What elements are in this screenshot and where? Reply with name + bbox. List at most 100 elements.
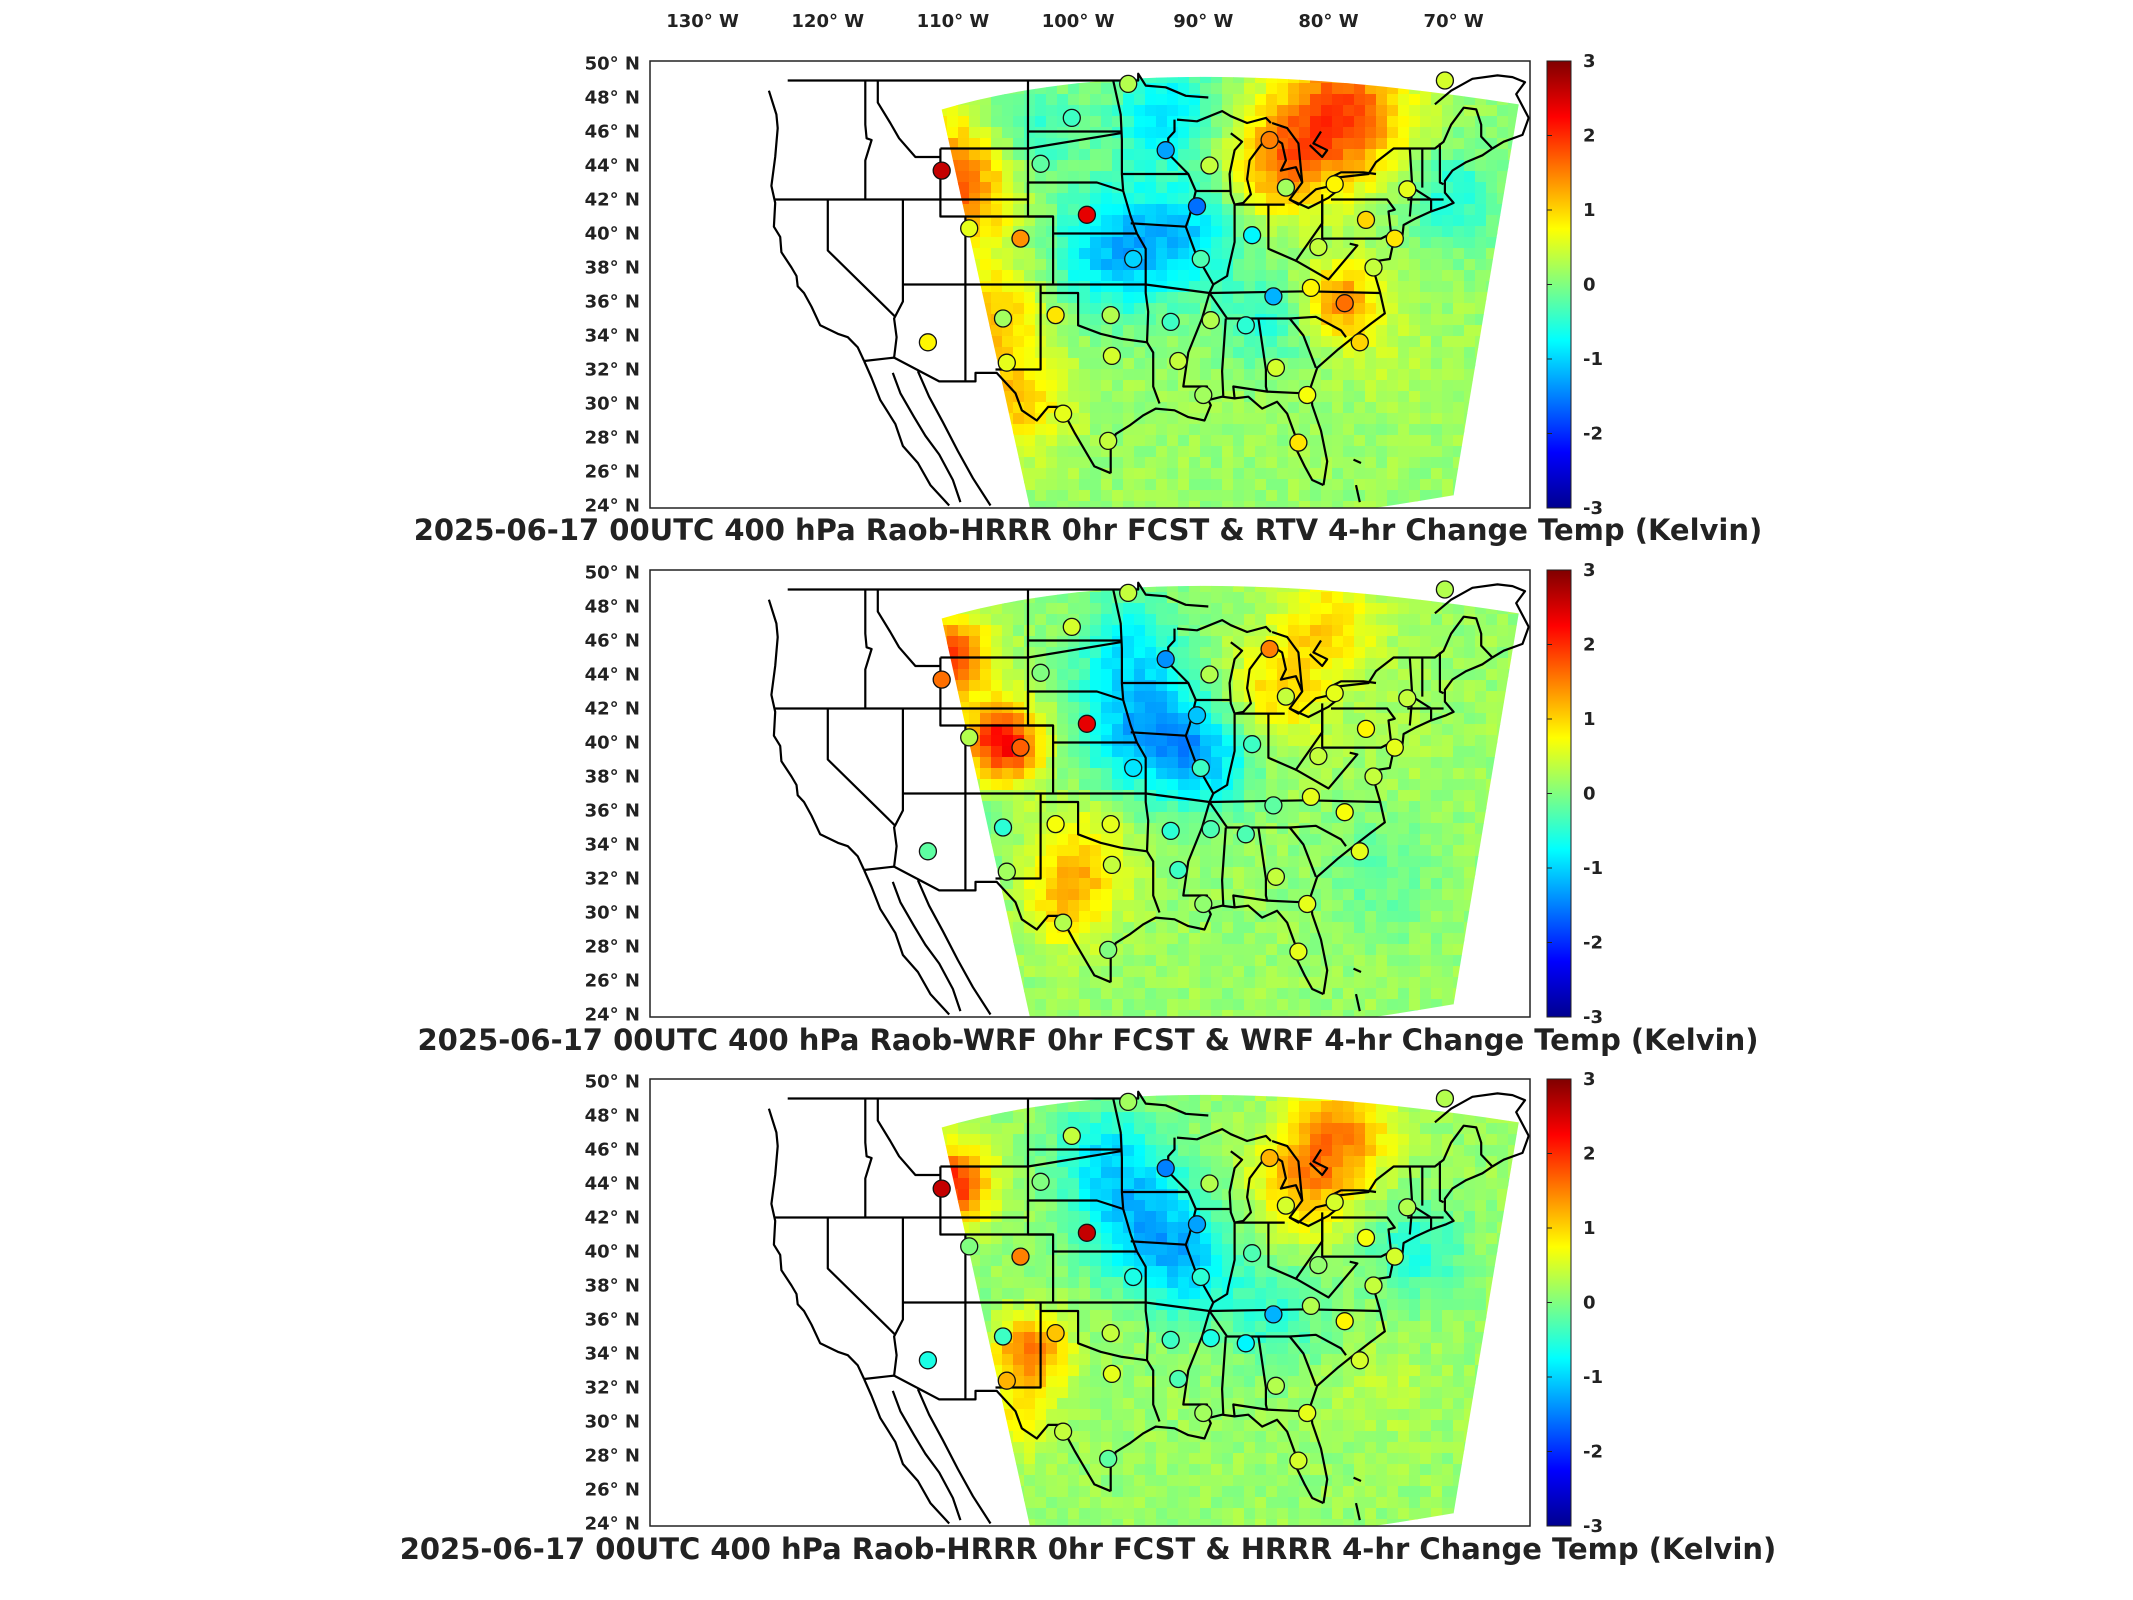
raob-station-marker	[1201, 1329, 1220, 1348]
raob-station-marker	[1191, 758, 1210, 778]
latitude-label: 44° N	[585, 665, 640, 686]
raob-station-marker	[1289, 1451, 1308, 1470]
latitude-label: 46° N	[585, 1140, 640, 1161]
temperature-field	[941, 1094, 1519, 1526]
raob-station-marker	[1011, 738, 1030, 757]
raob-station-marker	[1301, 787, 1321, 807]
raob-station-marker	[1385, 229, 1404, 248]
raob-station-marker	[1309, 746, 1328, 766]
raob-station-marker	[1298, 385, 1317, 405]
colorbar-tick-label: -1	[1583, 349, 1603, 370]
latitude-label: 32° N	[585, 868, 640, 889]
raob-station-marker	[1242, 1244, 1262, 1263]
raob-station-marker	[1119, 74, 1138, 94]
raob-station-marker	[1325, 684, 1344, 703]
raob-station-marker	[1260, 639, 1279, 659]
latitude-label: 34° N	[585, 834, 640, 855]
temperature-field	[941, 76, 1519, 508]
raob-station-marker	[1264, 1305, 1283, 1324]
raob-station-marker	[1364, 767, 1383, 786]
latitude-label: 40° N	[585, 733, 640, 754]
map-frame	[649, 1078, 1531, 1527]
raob-station-marker	[1062, 1126, 1081, 1146]
latitude-label: 42° N	[585, 699, 640, 720]
latitude-label: 42° N	[585, 1208, 640, 1229]
raob-station-marker	[1325, 1193, 1344, 1212]
raob-station-marker	[1031, 154, 1050, 173]
raob-station-marker	[1031, 1172, 1050, 1191]
raob-station-marker	[1301, 278, 1321, 298]
raob-station-marker	[1298, 1403, 1317, 1423]
raob-station-marker	[1156, 141, 1175, 160]
raob-station-marker	[1011, 1247, 1030, 1266]
colorbar-tick-label: 0	[1583, 784, 1596, 805]
raob-station-marker	[1398, 180, 1417, 199]
raob-station-marker	[1276, 1196, 1296, 1215]
latitude-label: 26° N	[585, 1479, 640, 1500]
raob-station-marker	[1161, 1330, 1180, 1350]
raob-station-marker	[1119, 583, 1138, 603]
raob-station-marker	[1101, 305, 1120, 325]
raob-station-marker	[1260, 1148, 1279, 1168]
raob-station-marker	[1260, 130, 1279, 150]
latitude-label: 32° N	[585, 1377, 640, 1398]
longitude-label: 120° W	[791, 11, 864, 32]
raob-station-marker	[1335, 1312, 1354, 1331]
raob-station-marker	[1266, 1376, 1286, 1395]
latitude-label: 24° N	[585, 1513, 640, 1534]
raob-station-marker	[1264, 287, 1283, 306]
colorbar-tick-label: 3	[1583, 1069, 1596, 1090]
raob-station-marker	[1099, 431, 1118, 451]
state-boundaries	[767, 1079, 1530, 1525]
raob-station-marker	[1236, 825, 1255, 844]
colorbar-tick-label: 1	[1583, 1218, 1596, 1239]
raob-station-marker	[1289, 433, 1308, 452]
raob-station-marker	[993, 1327, 1013, 1346]
raob-station-marker	[1236, 1334, 1255, 1353]
latitude-label: 38° N	[585, 767, 640, 788]
raob-station-marker	[1119, 1092, 1138, 1112]
colorbar-tick-label: 2	[1583, 126, 1596, 147]
raob-station-marker	[993, 818, 1013, 837]
longitude-label: 90° W	[1173, 11, 1233, 32]
raob-station-marker	[1187, 706, 1207, 725]
colorbar-tick-label: 3	[1583, 560, 1596, 581]
colorbar-tick-label: -2	[1583, 933, 1603, 954]
latitude-label: 38° N	[585, 1276, 640, 1297]
colorbar-tick-label: -3	[1583, 498, 1603, 519]
latitude-label: 24° N	[585, 1004, 640, 1025]
raob-station-marker	[932, 1179, 951, 1198]
raob-station-marker	[997, 862, 1016, 881]
raob-station-marker	[1101, 814, 1120, 834]
raob-station-marker	[1435, 1089, 1455, 1108]
raob-station-marker	[1102, 346, 1122, 366]
latitude-label: 44° N	[585, 1174, 640, 1195]
raob-station-marker	[1102, 1364, 1122, 1384]
temperature-field	[941, 585, 1519, 1017]
raob-station-marker	[1077, 1223, 1097, 1242]
raob-station-marker	[918, 842, 938, 861]
longitude-label: 80° W	[1298, 11, 1358, 32]
raob-station-marker	[1350, 333, 1369, 352]
raob-station-marker	[1124, 758, 1143, 778]
raob-station-marker	[1356, 1228, 1376, 1248]
raob-station-marker	[1289, 942, 1308, 961]
state-boundaries	[767, 570, 1530, 1016]
colorbar-tick-label: 1	[1583, 709, 1596, 730]
latitude-label: 48° N	[585, 88, 640, 109]
colorbar-tick-label: -1	[1583, 1367, 1603, 1388]
raob-station-marker	[1156, 1159, 1175, 1178]
colorbar-tick-label: 0	[1583, 1293, 1596, 1314]
map-panel: 50° N 48° N 46° N 44° N 42° N 40° N 38° N 36° N…	[400, 1069, 1777, 1566]
raob-station-marker	[1161, 312, 1180, 332]
map-panel: 50° N 48° N 46° N 44° N 42° N 40° N 38° N 36° N…	[417, 560, 1758, 1057]
panel-title: 2025-06-17 00UTC 400 hPa Raob-HRRR 0hr F…	[414, 513, 1763, 547]
colorbar-tick-label: -2	[1583, 1442, 1603, 1463]
colorbar-tick-label: -3	[1583, 1516, 1603, 1537]
raob-station-marker	[1276, 178, 1296, 197]
raob-station-marker	[1364, 1276, 1383, 1295]
raob-station-marker	[1435, 71, 1455, 90]
latitude-label: 48° N	[585, 1106, 640, 1127]
raob-station-marker	[1385, 1247, 1404, 1266]
